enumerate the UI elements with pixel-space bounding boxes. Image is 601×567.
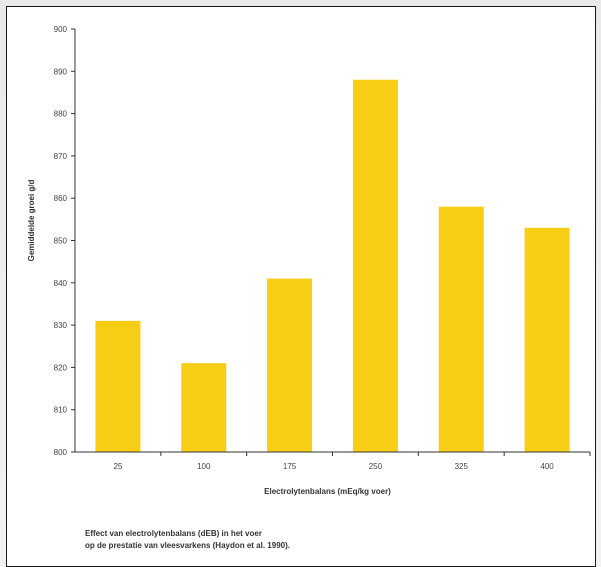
y-tick-label: 860: [54, 194, 68, 203]
bar-100: [181, 363, 227, 452]
bar-400: [524, 227, 570, 452]
bar-250: [352, 79, 398, 452]
caption-line-1: Effect van electrolytenbalans (dEB) in h…: [85, 529, 262, 538]
y-tick-label: 850: [54, 237, 68, 246]
figure-caption: Effect van electrolytenbalans (dEB) in h…: [85, 528, 505, 552]
y-tick-label: 800: [54, 448, 68, 457]
y-tick-label: 890: [54, 67, 68, 76]
caption-line-2: op de prestatie van vleesvarkens (Haydon…: [85, 541, 290, 550]
y-tick-label: 900: [54, 25, 68, 34]
x-tick-label: 400: [540, 462, 554, 471]
x-tick-label: 250: [369, 462, 383, 471]
x-tick-label: 25: [113, 462, 122, 471]
y-axis-ticks: 800 810 820 830 840 850 860 870 880 890 900: [54, 25, 75, 457]
x-tick-label: 325: [455, 462, 469, 471]
bar-325: [438, 206, 484, 452]
bars-group: [95, 79, 570, 452]
y-tick-label: 840: [54, 279, 68, 288]
x-axis-ticks: 25 100 175 250 325 400: [113, 452, 591, 471]
y-tick-label: 880: [54, 110, 68, 119]
y-tick-label: 830: [54, 321, 68, 330]
y-tick-label: 810: [54, 406, 68, 415]
bar-175: [267, 278, 313, 452]
y-axis-title: Gemiddelde groei g/d: [27, 179, 36, 261]
y-tick-label: 820: [54, 363, 68, 372]
y-tick-label: 870: [54, 152, 68, 161]
x-tick-label: 175: [283, 462, 297, 471]
x-axis-title: Electrolytenbalans (mEq/kg voer): [264, 487, 391, 496]
x-tick-label: 100: [197, 462, 211, 471]
bar-25: [95, 320, 141, 452]
